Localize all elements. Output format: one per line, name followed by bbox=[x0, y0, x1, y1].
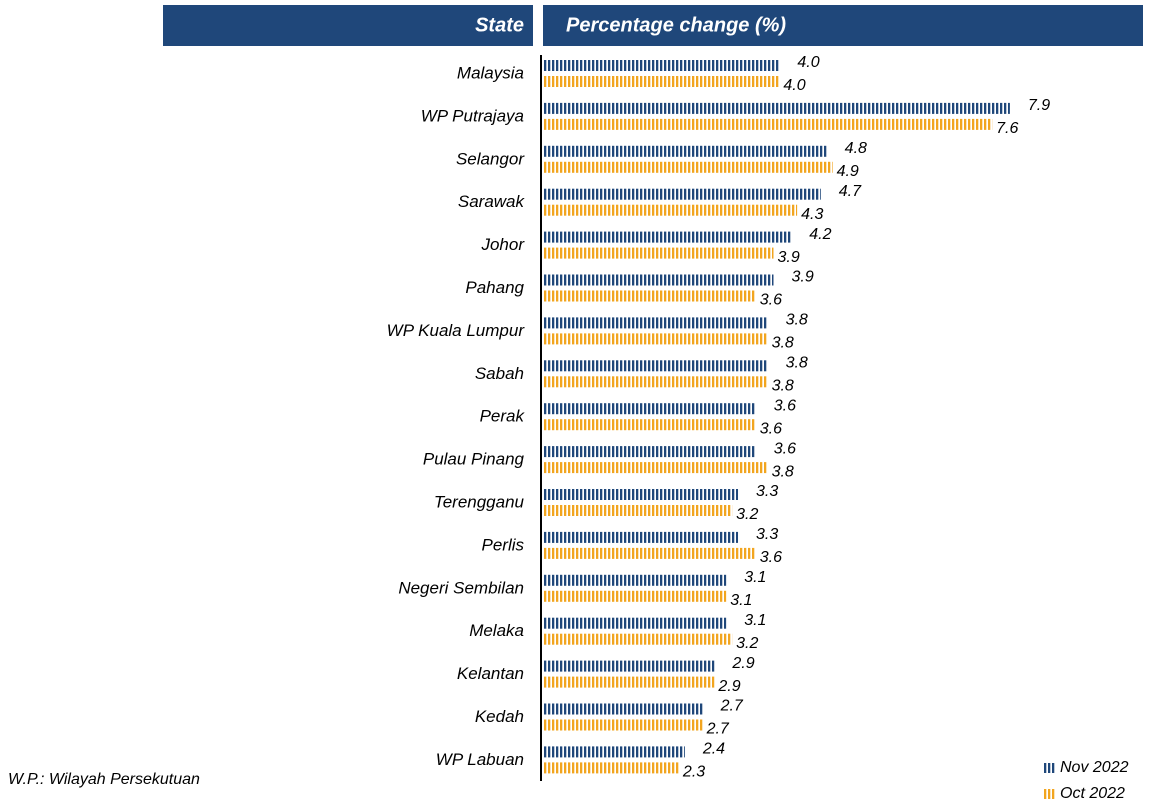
category-label: Johor bbox=[480, 235, 525, 254]
legend-label: Oct 2022 bbox=[1060, 785, 1125, 802]
value-label: 4.9 bbox=[837, 163, 859, 180]
value-label: 3.3 bbox=[756, 483, 778, 500]
bar bbox=[543, 762, 679, 774]
category-label: Melaka bbox=[469, 621, 524, 640]
value-label: 3.1 bbox=[744, 612, 766, 629]
bar bbox=[543, 376, 768, 388]
bar bbox=[543, 703, 703, 715]
bar bbox=[543, 290, 756, 302]
bar bbox=[543, 333, 768, 345]
category-label: Perlis bbox=[481, 535, 524, 554]
value-label: 3.8 bbox=[786, 312, 808, 329]
bar bbox=[543, 60, 780, 71]
value-label: 2.7 bbox=[720, 698, 744, 715]
value-label: 3.3 bbox=[756, 526, 778, 543]
bar bbox=[543, 633, 733, 645]
bar bbox=[543, 446, 756, 458]
category-label: Terengganu bbox=[434, 492, 525, 511]
legend-swatch bbox=[1043, 763, 1055, 773]
bar bbox=[543, 590, 727, 602]
value-label: 3.8 bbox=[772, 335, 794, 352]
bar bbox=[543, 76, 780, 87]
category-label: Negeri Sembilan bbox=[398, 578, 524, 597]
value-label: 4.2 bbox=[809, 226, 831, 243]
value-label: 3.2 bbox=[736, 506, 758, 523]
value-label: 3.6 bbox=[760, 292, 782, 309]
category-label: Pahang bbox=[465, 278, 524, 297]
category-label: Sabah bbox=[475, 364, 524, 383]
bar bbox=[543, 505, 733, 516]
value-label: 3.6 bbox=[760, 549, 782, 566]
bar bbox=[543, 574, 727, 586]
category-label: Pulau Pinang bbox=[423, 450, 525, 469]
value-label: 3.1 bbox=[730, 592, 752, 609]
bar bbox=[543, 317, 768, 329]
bar bbox=[543, 360, 768, 372]
value-label: 2.3 bbox=[682, 764, 705, 781]
category-label: Kedah bbox=[475, 707, 524, 726]
footnote: W.P.: Wilayah Persekutuan bbox=[8, 771, 200, 788]
value-label: 3.8 bbox=[786, 355, 808, 372]
header-bg bbox=[163, 5, 533, 46]
category-label: Malaysia bbox=[457, 63, 524, 82]
category-label: WP Labuan bbox=[436, 750, 524, 769]
category-label: WP Putrajaya bbox=[421, 106, 524, 125]
header-bg bbox=[543, 5, 1143, 46]
bar bbox=[543, 617, 727, 629]
bar bbox=[543, 188, 821, 200]
bar bbox=[543, 403, 756, 415]
value-label: 3.6 bbox=[774, 397, 796, 414]
bar bbox=[543, 489, 739, 500]
value-label: 2.4 bbox=[702, 741, 725, 758]
value-label: 2.9 bbox=[731, 655, 754, 672]
value-label: 3.9 bbox=[777, 249, 799, 266]
value-label: 3.6 bbox=[760, 420, 782, 437]
value-label: 4.0 bbox=[797, 54, 819, 71]
bar bbox=[543, 462, 768, 474]
legend-label: Nov 2022 bbox=[1060, 759, 1129, 776]
value-label: 7.9 bbox=[1028, 97, 1050, 114]
value-label: 4.0 bbox=[783, 77, 805, 94]
category-label: WP Kuala Lumpur bbox=[387, 321, 526, 340]
bar bbox=[543, 102, 1010, 114]
bar bbox=[543, 531, 739, 543]
value-label: 3.9 bbox=[791, 269, 813, 286]
value-label: 4.8 bbox=[845, 140, 867, 157]
bar bbox=[543, 274, 774, 286]
bar bbox=[543, 419, 756, 431]
bar bbox=[543, 660, 715, 672]
category-label: Selangor bbox=[456, 149, 525, 168]
bar bbox=[543, 231, 792, 243]
bar bbox=[543, 204, 798, 216]
bar bbox=[543, 118, 993, 130]
header-value: Percentage change (%) bbox=[566, 14, 786, 36]
value-label: 3.8 bbox=[772, 378, 794, 395]
bar bbox=[543, 145, 827, 157]
bar bbox=[543, 676, 715, 688]
header-state: State bbox=[475, 14, 524, 36]
legend-swatch bbox=[1043, 789, 1055, 799]
value-label: 3.1 bbox=[744, 569, 766, 586]
value-label: 3.8 bbox=[772, 463, 794, 480]
value-label: 2.7 bbox=[706, 721, 730, 738]
bar bbox=[543, 547, 756, 559]
bar bbox=[543, 247, 774, 259]
bar bbox=[543, 719, 703, 731]
value-label: 2.9 bbox=[717, 678, 740, 695]
bar bbox=[543, 746, 685, 758]
category-label: Kelantan bbox=[457, 664, 524, 683]
value-label: 3.6 bbox=[774, 440, 796, 457]
value-label: 4.7 bbox=[839, 183, 862, 200]
value-label: 3.2 bbox=[736, 635, 758, 652]
category-label: Perak bbox=[480, 407, 526, 426]
value-label: 7.6 bbox=[996, 120, 1018, 137]
bar bbox=[543, 161, 833, 173]
category-label: Sarawak bbox=[458, 192, 526, 211]
value-label: 4.3 bbox=[801, 206, 823, 223]
